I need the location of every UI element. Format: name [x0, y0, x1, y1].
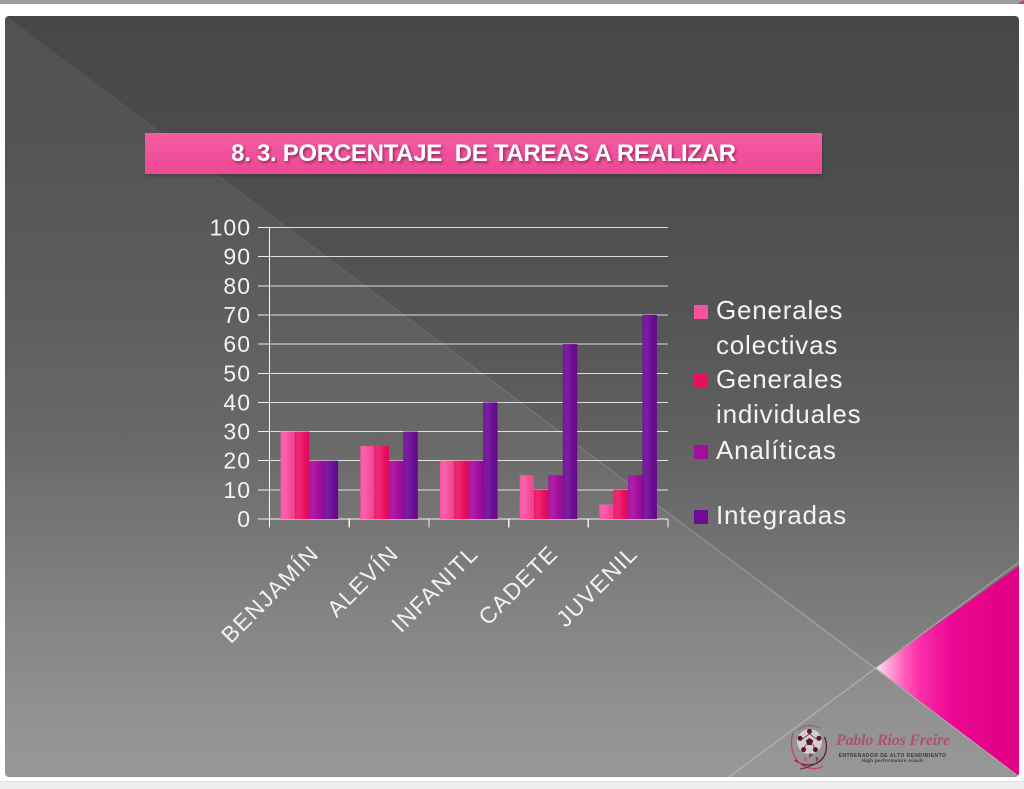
- svg-text:40: 40: [223, 389, 251, 415]
- svg-text:70: 70: [223, 302, 251, 328]
- svg-text:INFANITL: INFANITL: [386, 540, 483, 637]
- svg-text:0: 0: [237, 506, 251, 532]
- svg-text:50: 50: [223, 360, 251, 386]
- svg-text:CADETE: CADETE: [473, 540, 563, 630]
- svg-text:30: 30: [223, 419, 251, 445]
- svg-text:100: 100: [210, 215, 251, 241]
- svg-text:JUVENIL: JUVENIL: [551, 540, 643, 632]
- svg-text:F: F: [816, 758, 820, 764]
- svg-text:P: P: [809, 754, 813, 760]
- svg-text:90: 90: [223, 244, 251, 270]
- svg-text:10: 10: [223, 477, 251, 503]
- svg-text:60: 60: [223, 331, 251, 357]
- svg-text:20: 20: [223, 448, 251, 474]
- svg-text:R: R: [804, 758, 808, 764]
- svg-text:BENJAMÍN: BENJAMÍN: [216, 540, 324, 648]
- svg-text:ALEVÍN: ALEVÍN: [322, 540, 404, 622]
- svg-text:80: 80: [223, 273, 251, 299]
